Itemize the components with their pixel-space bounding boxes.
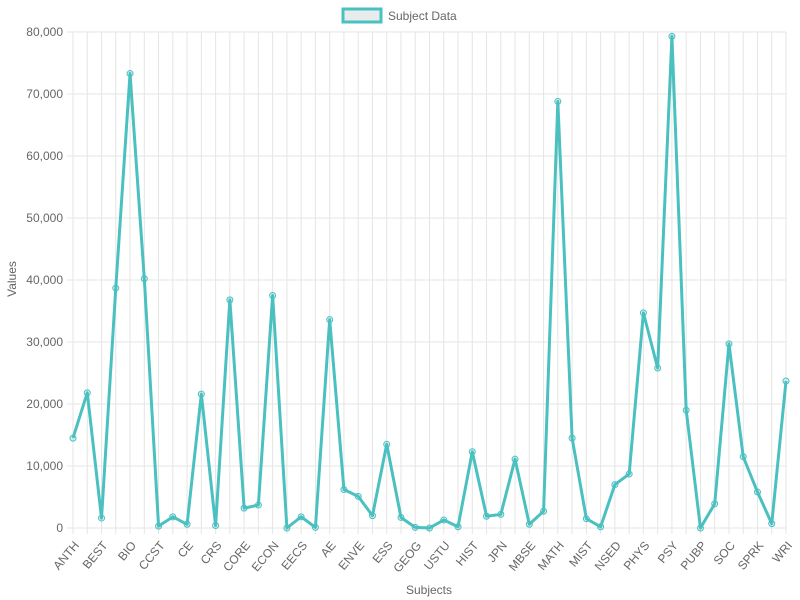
data-point[interactable] <box>126 70 134 78</box>
data-point[interactable] <box>269 292 277 299</box>
data-point[interactable] <box>440 516 448 524</box>
data-point[interactable] <box>383 440 391 448</box>
data-point[interactable] <box>169 513 177 521</box>
y-axis-ticks: 0 10,000 20,000 30,000 40,000 50,000 60,000 70,… <box>26 25 63 535</box>
grid <box>67 31 787 534</box>
data-point[interactable] <box>311 523 319 531</box>
series-line-subject-data <box>71 34 788 530</box>
data-point[interactable] <box>454 523 462 531</box>
x-tick-label: SPRK <box>735 539 767 573</box>
y-tick-label: 50,000 <box>26 211 63 225</box>
data-point[interactable] <box>112 284 120 292</box>
data-point[interactable] <box>782 377 790 385</box>
y-tick-label: 80,000 <box>26 25 63 39</box>
x-tick-label: PSY <box>655 539 681 566</box>
x-tick-label: GEOG <box>390 539 424 576</box>
x-tick-label: CORE <box>220 539 253 575</box>
data-point[interactable] <box>197 390 205 398</box>
data-point[interactable] <box>511 455 519 463</box>
data-point[interactable] <box>540 507 548 515</box>
data-point[interactable] <box>739 453 747 461</box>
data-point[interactable] <box>582 515 590 523</box>
x-tick-label: PHYS <box>621 539 653 573</box>
y-tick-label: 60,000 <box>26 149 63 163</box>
data-point[interactable] <box>483 512 491 520</box>
data-point[interactable] <box>283 524 291 532</box>
x-axis-title: Subjects <box>406 583 452 597</box>
y-tick-label: 30,000 <box>26 335 63 349</box>
x-tick-label: BIO <box>115 539 139 564</box>
data-point[interactable] <box>98 514 106 522</box>
x-tick-label: ENVE <box>336 539 368 573</box>
data-point[interactable] <box>254 501 262 509</box>
data-point[interactable] <box>497 510 505 518</box>
x-tick-label: MBSE <box>506 539 539 574</box>
x-tick-label: ECON <box>249 539 282 575</box>
data-point[interactable] <box>326 316 334 324</box>
data-point[interactable] <box>340 486 348 494</box>
x-tick-label: CE <box>175 539 196 561</box>
data-point[interactable] <box>682 406 690 414</box>
data-point[interactable] <box>397 513 405 521</box>
data-point[interactable] <box>725 340 733 348</box>
data-point[interactable] <box>554 97 562 105</box>
x-tick-label: AE <box>318 539 339 560</box>
data-point[interactable] <box>226 296 234 304</box>
x-tick-label: CRS <box>198 539 225 567</box>
data-point[interactable] <box>525 520 533 528</box>
data-point[interactable] <box>625 470 633 478</box>
y-tick-label: 0 <box>56 521 63 535</box>
x-tick-label: USTU <box>421 539 453 573</box>
x-tick-label: MATH <box>535 539 567 573</box>
data-point[interactable] <box>183 520 191 528</box>
data-point[interactable] <box>411 523 419 531</box>
x-tick-label: ESS <box>370 539 396 566</box>
data-point[interactable] <box>426 524 433 532</box>
data-point[interactable] <box>240 504 248 512</box>
x-tick-label: HIST <box>453 538 482 568</box>
x-tick-label: JPN <box>485 539 510 565</box>
y-tick-label: 40,000 <box>26 273 63 287</box>
data-point[interactable] <box>696 524 704 532</box>
data-point[interactable] <box>611 481 619 489</box>
data-point[interactable] <box>753 488 761 496</box>
data-point[interactable] <box>155 522 163 530</box>
data-point[interactable] <box>639 309 647 317</box>
data-point[interactable] <box>597 523 605 531</box>
x-tick-label: NSED <box>592 538 624 573</box>
data-point[interactable] <box>140 275 148 283</box>
legend-swatch[interactable] <box>341 7 383 24</box>
data-point[interactable] <box>768 520 776 528</box>
legend-label[interactable]: Subject Data <box>388 9 457 23</box>
data-points <box>69 32 790 532</box>
y-tick-label: 70,000 <box>26 87 63 101</box>
y-tick-label: 20,000 <box>26 397 63 411</box>
data-point[interactable] <box>668 32 676 40</box>
x-tick-label: PUBP <box>678 539 710 573</box>
data-point[interactable] <box>711 500 719 508</box>
x-tick-label: WRI <box>769 539 795 566</box>
x-tick-label: ANTH <box>50 539 82 573</box>
data-point[interactable] <box>468 448 476 456</box>
data-point[interactable] <box>568 434 576 442</box>
data-point[interactable] <box>354 492 362 500</box>
legend[interactable]: Subject Data <box>341 7 457 24</box>
x-tick-label: EECS <box>278 539 310 573</box>
y-axis-title: Values <box>5 261 19 297</box>
y-tick-label: 10,000 <box>26 459 63 473</box>
data-point[interactable] <box>83 389 91 397</box>
data-point[interactable] <box>654 364 662 372</box>
data-point[interactable] <box>297 513 305 521</box>
data-point[interactable] <box>368 512 376 520</box>
data-point[interactable] <box>69 434 77 442</box>
x-tick-label: CCST <box>136 538 168 573</box>
x-tick-label: BEST <box>80 538 111 572</box>
data-point[interactable] <box>212 522 220 530</box>
